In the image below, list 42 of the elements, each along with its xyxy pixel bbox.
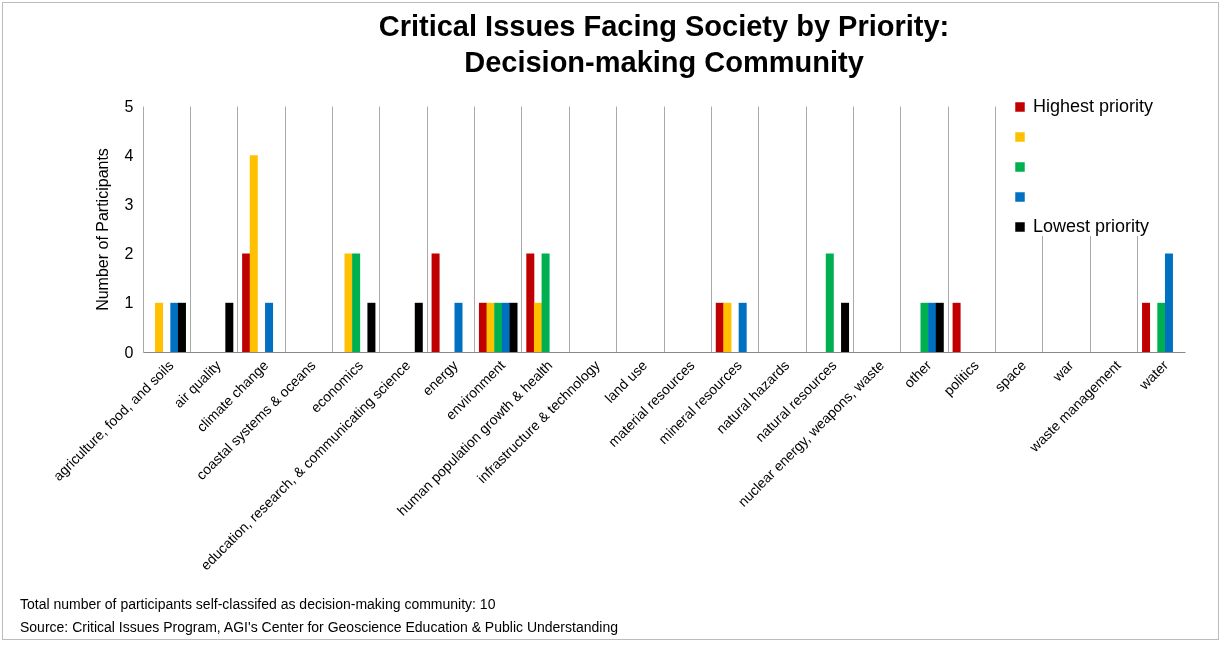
legend-label: Lowest priority [1033,216,1150,236]
bar [414,302,423,352]
bar [935,302,944,352]
bar [494,302,503,352]
text: Total number of participants self-classifed as decision-making community: 10 [20,595,497,614]
bar [155,302,164,352]
bar [501,302,510,352]
bar [249,155,258,352]
bar [533,302,542,352]
bar [177,302,186,352]
y-tick-label: 3 [124,195,134,213]
bar [723,302,732,352]
bar [1164,253,1173,352]
bar [526,253,535,352]
bar [431,253,440,352]
bar [841,302,850,352]
bar [170,302,179,352]
bar [1142,302,1151,352]
bar [738,302,747,352]
bar [352,253,361,352]
y-tick-label: 5 [124,97,134,115]
bar [225,302,234,352]
bar [478,302,487,352]
bar [367,302,376,352]
bar [952,302,961,352]
y-tick-label: 4 [124,146,134,164]
bar [265,302,274,352]
legend-label: Highest priority [1033,96,1154,116]
bar [928,302,937,352]
bar [541,253,550,352]
y-tick-label: 1 [124,294,134,312]
y-axis-title: Number of Participants [93,148,111,311]
y-tick-label: 2 [124,245,134,263]
y-tick-label: 0 [124,343,134,361]
bar [242,253,251,352]
bar [344,253,353,352]
bar [509,302,518,352]
bar [825,253,834,352]
chart-title: Critical Issues Facing Society by Priority: Decision-making Community [378,10,950,78]
bar [1157,302,1166,352]
bar [454,302,463,352]
source-note: Source: Critical Issues Program, AGI's Center for Geoscience Education & Public Understanding [20,618,618,637]
